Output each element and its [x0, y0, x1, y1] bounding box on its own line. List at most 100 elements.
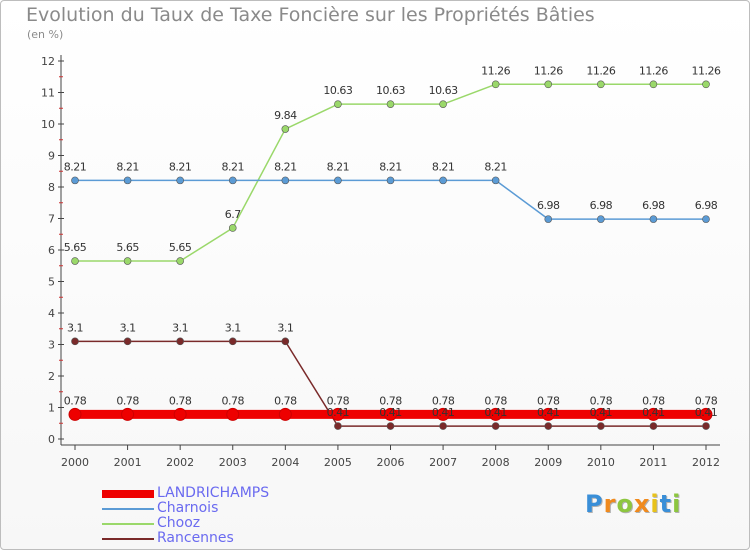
- legend-label: Chooz: [157, 515, 201, 531]
- data-point: [594, 407, 608, 421]
- data-point: [123, 337, 132, 346]
- data-point: [649, 80, 658, 89]
- data-label: 0.78: [327, 394, 350, 407]
- x-tick-label: 2002: [166, 456, 194, 469]
- legend-label: Charnois: [157, 500, 219, 516]
- legend-swatch: [102, 522, 154, 525]
- x-tick-label: 2009: [534, 456, 562, 469]
- data-label: 0.41: [590, 406, 613, 419]
- data-label: 0.41: [327, 406, 350, 419]
- x-tick-label: 2001: [114, 456, 142, 469]
- data-label: 0.78: [484, 394, 507, 407]
- data-point: [123, 176, 132, 185]
- y-tick-label: 1: [48, 402, 55, 415]
- data-label: 5.65: [64, 241, 87, 254]
- data-point: [121, 407, 135, 421]
- data-label: 10.63: [429, 84, 458, 97]
- data-label: 5.65: [116, 241, 139, 254]
- proxiti-logo: Proxiti: [585, 490, 681, 518]
- data-label: 8.21: [169, 160, 192, 173]
- data-point: [597, 215, 605, 223]
- y-tick-label: 3: [48, 339, 55, 352]
- data-label: 0.41: [432, 406, 455, 419]
- data-label: 0.41: [379, 406, 402, 419]
- data-point: [71, 337, 79, 346]
- data-label: 0.41: [695, 406, 718, 419]
- data-point: [176, 176, 184, 185]
- chart-title: Evolution du Taux de Taxe Foncière sur l…: [26, 4, 595, 26]
- y-tick-label: 10: [41, 118, 55, 131]
- legend-swatch: [102, 507, 154, 510]
- x-tick-label: 2005: [324, 456, 352, 469]
- legend-label: Rancennes: [157, 530, 234, 546]
- data-point: [699, 407, 713, 421]
- data-point: [649, 215, 658, 223]
- data-label: 10.63: [323, 84, 352, 97]
- x-tick-label: 2000: [61, 456, 89, 469]
- data-label: 8.21: [116, 160, 139, 173]
- logo-letter: t: [659, 490, 673, 518]
- data-point: [702, 215, 710, 223]
- y-tick-label: 5: [48, 276, 55, 289]
- data-point: [386, 100, 395, 108]
- data-label: 8.21: [327, 160, 350, 173]
- data-label: 8.21: [222, 160, 245, 173]
- data-point: [702, 422, 710, 430]
- data-label: 3.1: [172, 321, 188, 334]
- x-tick-label: 2003: [219, 456, 247, 469]
- data-label: 0.78: [274, 394, 297, 407]
- data-label: 8.21: [379, 160, 402, 173]
- data-label: 11.26: [639, 64, 668, 77]
- data-label: 0.78: [537, 394, 560, 407]
- data-label: 0.78: [64, 394, 87, 407]
- data-label: 0.41: [484, 406, 507, 419]
- data-point: [176, 337, 184, 346]
- data-point: [386, 422, 395, 430]
- data-point: [544, 80, 553, 89]
- data-point: [439, 100, 447, 108]
- data-label: 0.78: [116, 394, 139, 407]
- data-point: [439, 176, 447, 185]
- data-point: [646, 407, 660, 421]
- logo-letter: i: [672, 490, 682, 518]
- data-point: [489, 407, 503, 421]
- x-tick-label: 2004: [271, 456, 299, 469]
- data-point: [228, 224, 237, 232]
- data-point: [173, 407, 187, 421]
- chart-legend: LANDRICHAMPS Charnois Chooz Rancennes: [102, 486, 269, 546]
- x-tick-label: 2006: [377, 456, 405, 469]
- legend-item-charnois: Charnois: [102, 501, 269, 516]
- data-label: 0.78: [695, 394, 718, 407]
- legend-swatch: [102, 489, 154, 498]
- x-tick-label: 2011: [639, 456, 667, 469]
- data-point: [597, 80, 605, 89]
- data-label: 8.21: [484, 160, 507, 173]
- data-point: [491, 80, 500, 89]
- data-label: 3.1: [67, 321, 83, 334]
- data-point: [228, 337, 237, 346]
- data-point: [281, 125, 290, 133]
- y-tick-label: 8: [48, 181, 55, 194]
- logo-letter: P: [585, 490, 604, 518]
- data-point: [334, 422, 342, 430]
- data-label: 8.21: [432, 160, 455, 173]
- x-tick-label: 2010: [587, 456, 615, 469]
- data-point: [334, 176, 342, 185]
- data-point: [281, 337, 290, 346]
- legend-label: LANDRICHAMPS: [157, 485, 270, 501]
- data-point: [334, 100, 342, 108]
- data-point: [278, 407, 292, 421]
- data-label: 11.26: [534, 64, 563, 77]
- data-label: 0.41: [642, 406, 665, 419]
- data-label: 9.84: [274, 109, 297, 122]
- data-point: [544, 215, 553, 223]
- x-tick-label: 2007: [429, 456, 457, 469]
- data-point: [228, 176, 237, 185]
- data-point: [544, 422, 553, 430]
- data-label: 8.21: [274, 160, 297, 173]
- legend-item-chooz: Chooz: [102, 516, 269, 531]
- data-label: 0.78: [169, 394, 192, 407]
- data-point: [384, 407, 397, 421]
